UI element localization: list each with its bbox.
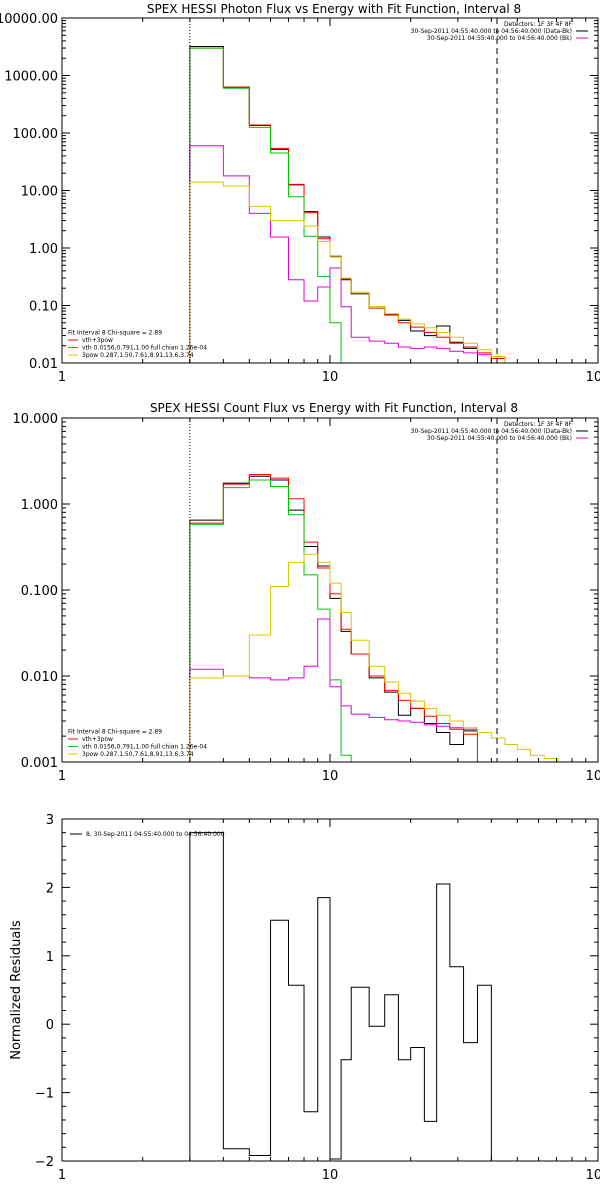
y-tick-label: 0.010 bbox=[21, 670, 58, 685]
x-tick-label: 100 bbox=[586, 370, 600, 385]
x-tick-label: 10 bbox=[322, 370, 339, 385]
plot-area bbox=[189, 832, 492, 1161]
photon-flux-panel: 1 10 100 0.01 0.10 1.00 10.00 100.00 1000.00 1000… bbox=[0, 12, 600, 385]
series-histogram bbox=[189, 47, 342, 363]
series-histogram bbox=[189, 553, 573, 762]
series-histogram bbox=[189, 618, 478, 762]
y-tick-label: 10000.00 bbox=[0, 12, 58, 27]
y-tick-label: 0.01 bbox=[29, 357, 58, 372]
series-histogram bbox=[189, 832, 492, 1161]
series-histogram bbox=[189, 181, 518, 363]
y-tick-label: 1 bbox=[46, 950, 54, 965]
panel2-title: SPEX HESSI Count Flux vs Energy with Fit… bbox=[150, 401, 518, 415]
y-tick-label: 2 bbox=[46, 881, 54, 896]
legend-entry: vth+3pow bbox=[82, 736, 113, 743]
y-tick-label: 1.00 bbox=[29, 242, 58, 257]
series-histogram bbox=[189, 45, 478, 363]
legend-entry: vth 0.0156,0.791,1.00 full chian 1.26e-0… bbox=[82, 744, 207, 751]
residuals-ylabel: Normalized Residuals bbox=[9, 920, 24, 1060]
count-flux-panel: 1 10 100 0.001 0.010 0.100 1.000 10.000 Detector… bbox=[13, 412, 600, 784]
legend-entry: 8, 30-Sep-2011 04:55:40.000 to 04:56:40.… bbox=[86, 831, 225, 838]
y-tick-label: 1000.00 bbox=[4, 70, 58, 85]
legend-entry: 30-Sep-2011 04:55:40.000 to 04:56:40.000… bbox=[427, 35, 572, 42]
y-tick-label: 1.000 bbox=[21, 498, 58, 513]
y-tick-label: 0.100 bbox=[21, 584, 58, 599]
series-histogram bbox=[189, 479, 352, 762]
y-tick-label: 3 bbox=[46, 813, 54, 828]
x-tick-label: 1 bbox=[58, 769, 66, 784]
residuals-panel: 1 10 100 −2 −1 0 1 2 3 8, 30-Sep-2011 04:55:40.00… bbox=[35, 813, 600, 1183]
series-histogram bbox=[189, 474, 478, 762]
legend-entry: Fit Interval 8 Chi-square = 2.89 bbox=[68, 729, 162, 736]
y-tick-label: −1 bbox=[35, 1087, 54, 1102]
x-tick-label: 100 bbox=[586, 769, 600, 784]
series-histogram bbox=[189, 47, 518, 363]
y-tick-label: 0.10 bbox=[29, 300, 58, 315]
legend-entry: Detectors: 1F 3F 4F 8F bbox=[504, 421, 573, 428]
series-histogram bbox=[189, 145, 492, 363]
legend-entry: Fit Interval 8 Chi-square = 2.89 bbox=[68, 330, 162, 337]
legend-entry: Detectors: 1F 3F 4F 8F bbox=[504, 21, 573, 28]
x-tick-label: 100 bbox=[586, 1168, 600, 1183]
x-tick-label: 1 bbox=[58, 370, 66, 385]
y-tick-label: 0 bbox=[46, 1018, 54, 1033]
plot-area bbox=[189, 474, 573, 762]
legend-entry: 30-Sep-2011 04:55:40.000 to 04:56:40.000… bbox=[411, 28, 572, 35]
series-histogram bbox=[189, 475, 478, 762]
plot-area bbox=[189, 45, 518, 363]
y-tick-label: 10.00 bbox=[21, 185, 58, 200]
legend-entry: 30-Sep-2011 04:55:40.000 to 04:56:40.000… bbox=[427, 435, 572, 442]
legend-entry: 3pow 0.287,1.50,7.61,8.91,13.6,3.74 bbox=[82, 751, 194, 758]
x-tick-label: 10 bbox=[322, 769, 339, 784]
legend-entry: 30-Sep-2011 04:55:40.000 to 04:56:40.000… bbox=[411, 428, 572, 435]
legend-entry: vth 0.0156,0.791,1.00 full chian 1.26e-0… bbox=[82, 345, 207, 352]
y-tick-label: 100.00 bbox=[13, 127, 59, 142]
x-tick-label: 10 bbox=[322, 1168, 339, 1183]
legend-entry: 3pow 0.287,1.50,7.61,8.91,13.6,3.74 bbox=[82, 352, 194, 359]
x-tick-label: 1 bbox=[58, 1168, 66, 1183]
panel1-title: SPEX HESSI Photon Flux vs Energy with Fi… bbox=[147, 2, 521, 16]
y-tick-label: −2 bbox=[35, 1155, 54, 1170]
y-tick-label: 0.001 bbox=[21, 756, 58, 771]
legend-entry: vth+3pow bbox=[82, 337, 113, 344]
y-tick-label: 10.000 bbox=[13, 412, 59, 427]
